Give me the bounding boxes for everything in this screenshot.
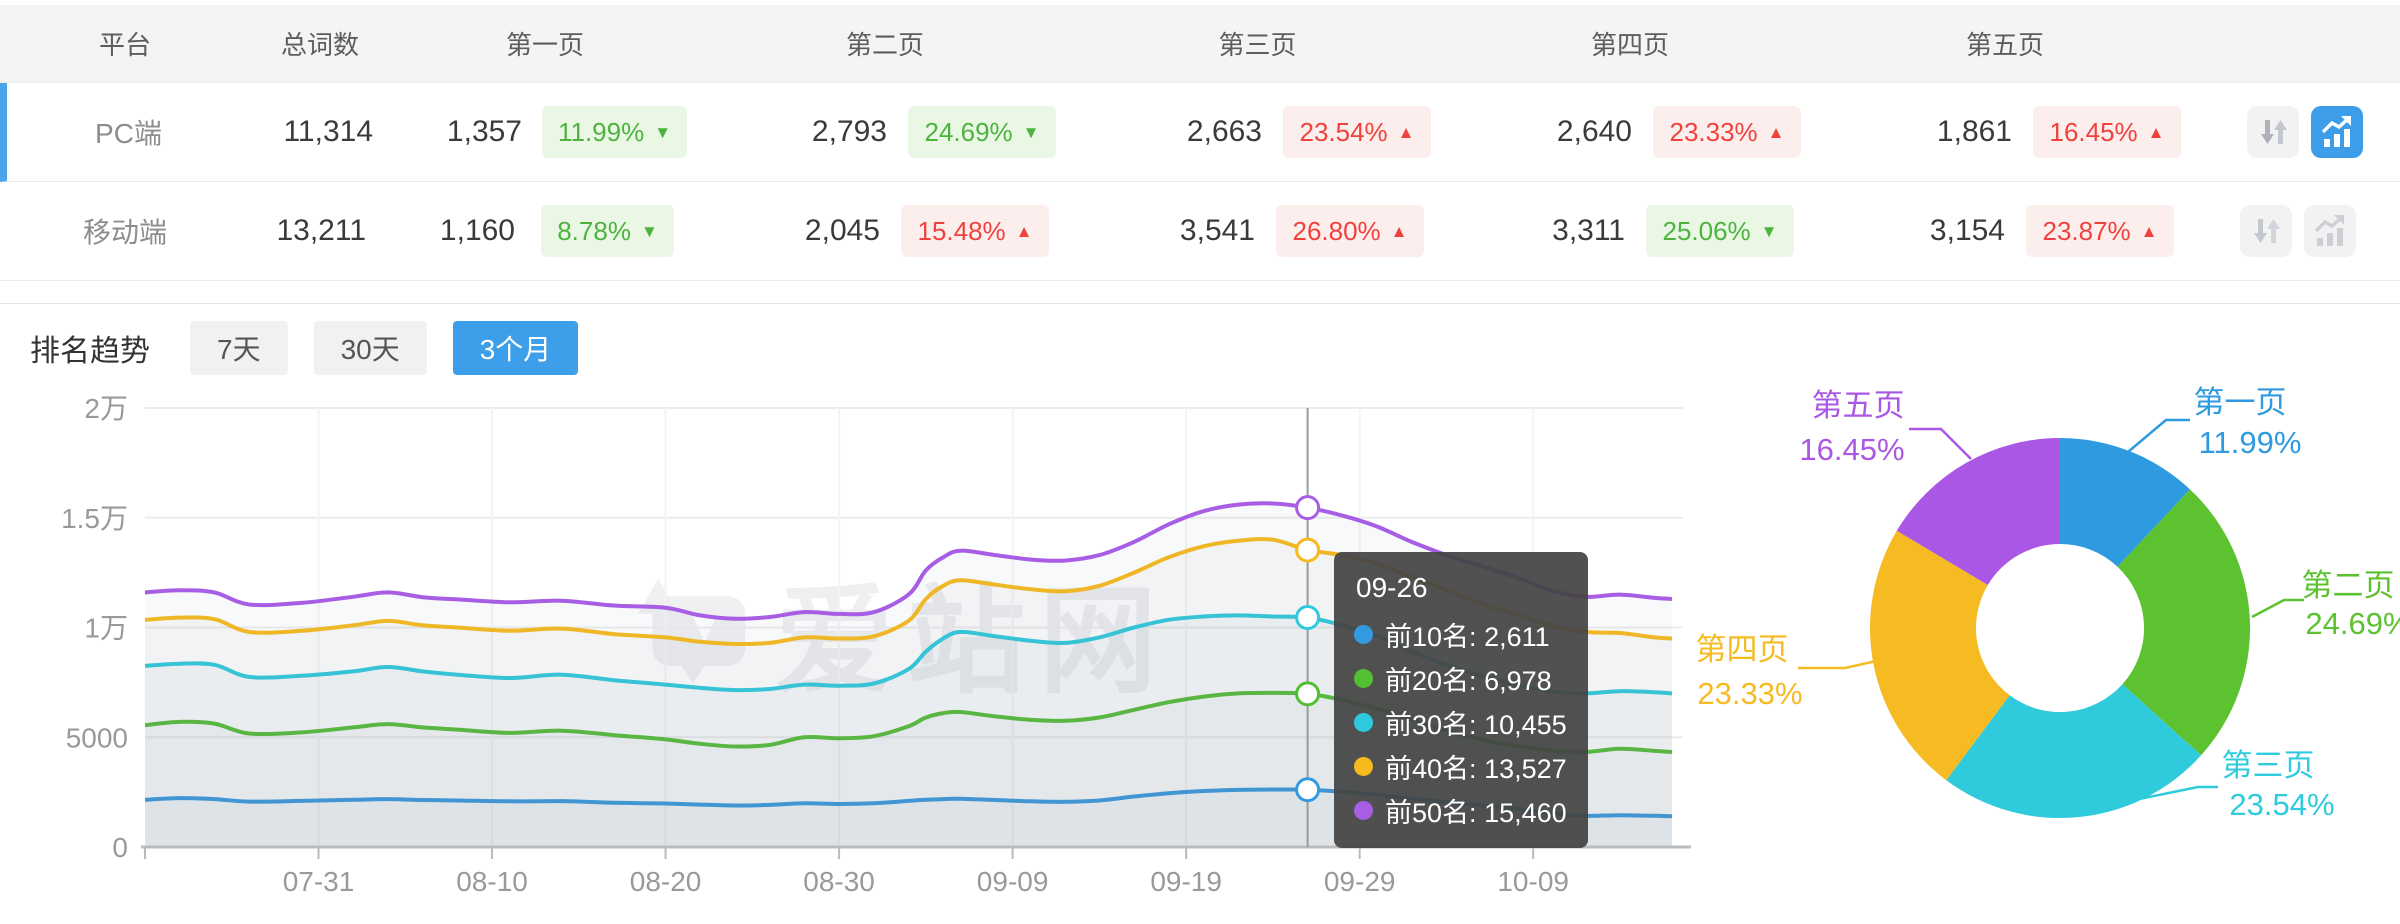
col-header-page1: 第一页	[505, 30, 584, 60]
donut-slice-第一页[interactable]	[2060, 438, 2190, 567]
col-header-total: 总词数	[280, 30, 359, 60]
chart-tooltip: 09-26 前10名: 2,611 前20名: 6,978 前30名: 10,4…	[1334, 552, 1588, 848]
donut-label-第三页: 第三页	[2222, 748, 2315, 783]
page2-trend-badge: 24.69% ▼	[908, 106, 1056, 158]
page4-trend-badge: 25.06% ▼	[1646, 205, 1794, 257]
range-tab-30d[interactable]: 30天	[313, 321, 427, 375]
ranking-table: 平台 总词数 第一页 第二页 第三页 第四页 第五页 PC端 11,314 1,…	[0, 0, 2400, 281]
range-tab-7d[interactable]: 7天	[190, 321, 288, 375]
page3-count: 2,663	[1186, 115, 1262, 148]
series-dot-icon	[1354, 756, 1373, 776]
page4-count: 2,640	[1556, 115, 1632, 148]
donut-pct-第二页: 24.69%	[2305, 606, 2400, 641]
page1-count: 1,160	[439, 214, 515, 247]
trend-arrow-icon: ▲	[2147, 122, 2165, 142]
col-header-platform: 平台	[98, 30, 151, 60]
page1-count: 1,357	[446, 115, 522, 148]
table-row-pc[interactable]: PC端 11,314 1,357 11.99% ▼ 2,793 24.69% ▼ 2…	[0, 83, 2400, 182]
range-tab-3m[interactable]: 3个月	[452, 321, 579, 375]
page5-count: 1,861	[1936, 115, 2012, 148]
page2-count: 2,793	[811, 115, 887, 148]
trend-arrow-icon: ▼	[654, 122, 672, 142]
col-header-page2: 第二页	[845, 30, 924, 60]
label-leader-line	[2251, 598, 2304, 619]
donut-slice-第二页[interactable]	[2117, 489, 2251, 756]
page2-count: 2,045	[804, 214, 880, 247]
trend-arrow-icon: ▼	[1022, 122, 1040, 142]
trend-arrow-icon: ▲	[2140, 221, 2158, 241]
trend-arrow-icon: ▲	[1397, 122, 1415, 142]
page4-trend-badge: 23.33% ▲	[1653, 106, 1801, 158]
trend-chart-icon	[2321, 116, 2351, 147]
total-words: 11,314	[283, 115, 373, 148]
trend-arrow-icon: ▼	[1760, 221, 1778, 241]
page3-count: 3,541	[1179, 214, 1255, 247]
donut-pct-第一页: 11.99%	[2199, 425, 2302, 460]
sort-arrows-icon	[2260, 120, 2287, 144]
donut-pct-第五页: 16.45%	[1799, 432, 1904, 467]
donut-slice-第三页[interactable]	[1946, 684, 2202, 819]
trend-chart-icon	[2314, 215, 2344, 246]
page3-trend-badge: 26.80% ▲	[1276, 205, 1424, 257]
page5-trend-badge: 23.87% ▲	[2026, 205, 2174, 257]
label-leader-line	[1798, 659, 1877, 670]
sort-button[interactable]	[2246, 106, 2299, 158]
tooltip-date: 09-26	[1356, 572, 1428, 603]
series-dot-icon	[1354, 668, 1373, 688]
series-dot-icon	[1354, 624, 1373, 644]
sort-arrows-icon	[2253, 219, 2280, 243]
sort-button[interactable]	[2239, 205, 2292, 257]
label-leader-line	[1909, 427, 1972, 460]
page5-trend-badge: 16.45% ▲	[2033, 106, 2181, 158]
col-header-page4: 第四页	[1590, 30, 1669, 60]
series-dot-icon	[1354, 712, 1373, 732]
label-leader-line	[2074, 785, 2218, 814]
donut-label-第四页: 第四页	[1696, 632, 1789, 667]
trend-chart-button[interactable]	[2303, 205, 2356, 257]
total-words: 13,211	[276, 214, 366, 247]
col-header-page5: 第五页	[1965, 30, 2044, 60]
donut-label-第五页: 第五页	[1812, 388, 1905, 423]
table-header-row: 平台 总词数 第一页 第二页 第三页 第四页 第五页	[0, 5, 2400, 83]
page1-trend-badge: 11.99% ▼	[541, 106, 688, 158]
donut-label-第二页: 第二页	[2302, 568, 2395, 603]
donut-pct-第三页: 23.54%	[2229, 787, 2334, 822]
trend-arrow-icon: ▼	[640, 221, 658, 241]
trend-arrow-icon: ▲	[1390, 221, 1408, 241]
trend-section: 排名趋势 7天 30天 3个月	[0, 303, 2400, 375]
trend-arrow-icon: ▲	[1015, 221, 1033, 241]
table-row-mobile[interactable]: 移动端 13,211 1,160 8.78% ▼ 2,045 15.48% ▲ 3,…	[0, 182, 2400, 281]
trend-chart-button[interactable]	[2310, 106, 2363, 158]
label-leader-line	[2127, 418, 2190, 453]
page5-count: 3,154	[1929, 214, 2005, 247]
col-header-page3: 第三页	[1218, 30, 1297, 60]
donut-pct-第四页: 23.33%	[1697, 676, 1802, 711]
donut-slice-第四页[interactable]	[1870, 530, 2010, 781]
platform-label: PC端	[95, 118, 162, 149]
trend-section-title: 排名趋势	[30, 335, 150, 368]
page1-trend-badge: 8.78% ▼	[541, 205, 674, 257]
donut-label-第一页: 第一页	[2194, 385, 2287, 420]
page2-trend-badge: 15.48% ▲	[901, 205, 1049, 257]
page3-trend-badge: 23.54% ▲	[1283, 106, 1431, 158]
platform-label: 移动端	[82, 217, 167, 248]
page4-count: 3,311	[1552, 214, 1625, 247]
donut-slice-第五页[interactable]	[1896, 438, 2060, 585]
series-dot-icon	[1354, 800, 1373, 820]
trend-arrow-icon: ▲	[1767, 122, 1785, 142]
